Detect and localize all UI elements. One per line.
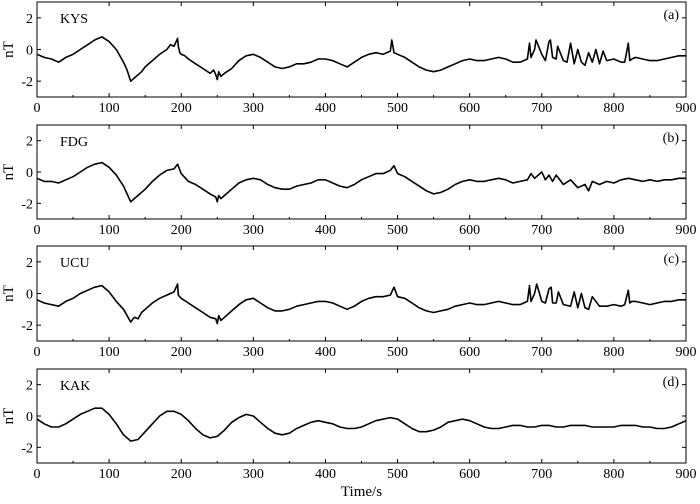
x-tick-label: 300: [243, 223, 264, 238]
plot-frame: [36, 245, 687, 342]
x-tick-label: 600: [459, 345, 480, 360]
y-tick-label: 2: [26, 12, 33, 27]
x-tick-label: 400: [315, 345, 336, 360]
y-axis-label: nT: [1, 41, 17, 58]
x-tick-label: 400: [315, 101, 336, 116]
x-tick-label: 0: [34, 223, 41, 238]
x-tick-label: 300: [243, 101, 264, 116]
x-tick-label: 0: [34, 101, 41, 116]
x-tick-label: 800: [603, 467, 624, 482]
station-label: KYS: [60, 12, 88, 27]
x-tick-label: 200: [171, 223, 192, 238]
series-line-kak: [36, 407, 687, 442]
y-tick-label: 0: [26, 166, 33, 181]
x-tick-label: 400: [315, 467, 336, 482]
x-tick-label: 800: [603, 101, 624, 116]
y-tick-label: 2: [26, 256, 33, 271]
station-label: UCU: [60, 256, 90, 271]
x-tick-label: 400: [315, 223, 336, 238]
station-label: FDG: [60, 135, 88, 150]
y-tick-label: -2: [21, 441, 33, 456]
x-tick-label: 900: [676, 467, 697, 482]
y-tick-label: 0: [26, 288, 33, 303]
y-tick-label: 0: [26, 410, 33, 425]
y-axis-label: nT: [1, 285, 17, 302]
x-tick-label: 0: [34, 467, 41, 482]
panel-letter: (b): [663, 131, 680, 146]
x-tick-label: 800: [603, 223, 624, 238]
x-tick-label: 500: [387, 467, 408, 482]
x-tick-label: 500: [387, 345, 408, 360]
y-tick-label: 0: [26, 44, 33, 59]
x-tick-label: 200: [171, 101, 192, 116]
plot-frame: [36, 368, 687, 464]
x-tick-label: 500: [387, 101, 408, 116]
y-tick-label: -2: [21, 197, 33, 212]
station-label: KAK: [60, 379, 90, 394]
y-tick-label: 2: [26, 379, 33, 394]
x-tick-label: 700: [531, 467, 552, 482]
panel-letter: (a): [663, 8, 679, 23]
x-tick-label: 200: [171, 467, 192, 482]
series-line-fdg: [36, 161, 686, 203]
y-tick-label: -2: [21, 75, 33, 90]
plot-frame: [36, 124, 687, 220]
x-tick-label: 300: [243, 345, 264, 360]
x-tick-label: 100: [99, 101, 120, 116]
x-tick-label: 600: [459, 101, 480, 116]
x-tick-label: 300: [243, 467, 264, 482]
x-tick-label: 900: [676, 101, 697, 116]
plot-frame: [36, 1, 687, 98]
panel-letter: (c): [663, 252, 679, 267]
panel-letter: (d): [663, 375, 680, 390]
x-tick-label: 100: [99, 223, 120, 238]
x-tick-label: 700: [531, 101, 552, 116]
x-tick-label: 900: [676, 223, 697, 238]
x-tick-label: 200: [171, 345, 192, 360]
x-axis-label: Time/s: [341, 484, 382, 500]
series-line-kys: [36, 36, 686, 82]
x-tick-label: 900: [676, 345, 697, 360]
series-line-ucu: [36, 283, 686, 325]
y-tick-label: 2: [26, 135, 33, 150]
x-tick-label: 600: [459, 467, 480, 482]
x-tick-label: 100: [99, 345, 120, 360]
x-tick-label: 700: [531, 345, 552, 360]
x-tick-label: 0: [34, 345, 41, 360]
x-tick-label: 700: [531, 223, 552, 238]
x-tick-label: 500: [387, 223, 408, 238]
x-tick-label: 100: [99, 467, 120, 482]
y-tick-label: -2: [21, 319, 33, 334]
y-axis-label: nT: [1, 408, 17, 425]
x-tick-label: 600: [459, 223, 480, 238]
x-tick-label: 800: [603, 345, 624, 360]
y-axis-label: nT: [1, 164, 17, 181]
